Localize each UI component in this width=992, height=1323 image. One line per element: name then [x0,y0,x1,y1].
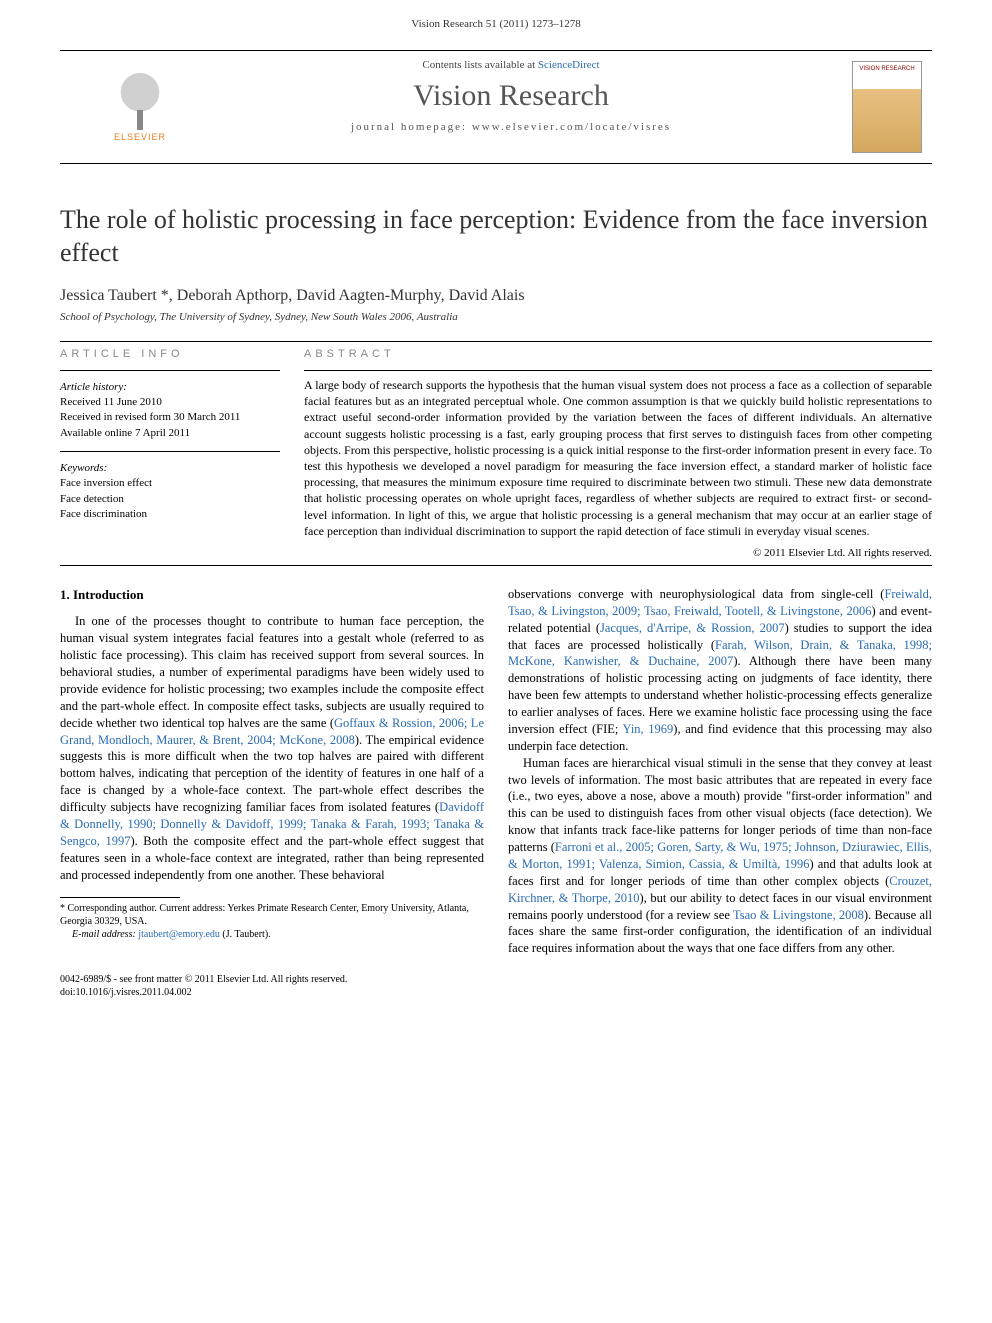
email-suffix: (J. Taubert). [220,929,271,940]
section-divider [60,341,932,342]
author-email-link[interactable]: jtaubert@emory.edu [138,929,220,940]
page-footer: 0042-6989/$ - see front matter © 2011 El… [60,973,932,999]
email-label: E-mail address: [72,929,138,940]
body-paragraph: observations converge with neurophysiolo… [508,586,932,755]
journal-cover-thumbnail: VISION RESEARCH [852,61,922,153]
homepage-url: www.elsevier.com/locate/visres [472,121,671,133]
abstract-divider [304,370,932,371]
abstract-heading: ABSTRACT [304,348,932,360]
keyword-1: Face inversion effect [60,476,280,491]
journal-title: Vision Research [180,79,842,113]
contents-prefix: Contents lists available at [422,59,537,71]
citation-text: Vision Research 51 (2011) 1273–1278 [411,18,580,30]
publisher-logo-block: ELSEVIER [60,51,180,163]
contents-available-line: Contents lists available at ScienceDirec… [180,59,842,71]
body-text: observations converge with neurophysiolo… [508,587,884,601]
cover-thumbnail-block: VISION RESEARCH [842,51,932,163]
doi-line: doi:10.1016/j.visres.2011.04.002 [60,986,932,999]
journal-homepage-line: journal homepage: www.elsevier.com/locat… [180,121,842,133]
info-divider [60,370,280,371]
homepage-prefix: journal homepage: [351,121,472,133]
abstract-text: A large body of research supports the hy… [304,377,932,539]
elsevier-tree-icon [111,72,169,130]
elsevier-logo: ELSEVIER [100,67,180,147]
history-label: Article history: [60,381,280,393]
citation-link[interactable]: Tsao & Livingstone, 2008 [733,908,864,922]
author-list: Jessica Taubert *, Deborah Apthorp, Davi… [60,287,932,305]
masthead: ELSEVIER Contents lists available at Sci… [60,50,932,164]
affiliation: School of Psychology, The University of … [60,311,932,323]
article-title: The role of holistic processing in face … [60,204,932,269]
body-paragraph: In one of the processes thought to contr… [60,613,484,883]
cover-label: VISION RESEARCH [859,66,914,72]
body-paragraph: Human faces are hierarchical visual stim… [508,755,932,958]
body-column-left: 1. Introduction In one of the processes … [60,586,484,957]
section-divider-2 [60,565,932,566]
corresponding-author-note: * Corresponding author. Current address:… [60,902,484,928]
body-text: In one of the processes thought to contr… [60,614,484,729]
masthead-center: Contents lists available at ScienceDirec… [180,51,842,163]
running-header: Vision Research 51 (2011) 1273–1278 [0,0,992,38]
abstract-copyright: © 2011 Elsevier Ltd. All rights reserved… [304,547,932,559]
footnote-rule [60,897,180,898]
keyword-3: Face discrimination [60,507,280,522]
citation-link[interactable]: Jacques, d'Arripe, & Rossion, 2007 [600,621,785,635]
keyword-2: Face detection [60,492,280,507]
abstract-column: ABSTRACT A large body of research suppor… [304,348,932,559]
received-date: Received 11 June 2010 [60,395,280,410]
body-columns: 1. Introduction In one of the processes … [60,586,932,957]
online-date: Available online 7 April 2011 [60,426,280,441]
article-info-column: ARTICLE INFO Article history: Received 1… [60,348,280,559]
info-abstract-row: ARTICLE INFO Article history: Received 1… [60,348,932,559]
citation-link[interactable]: Yin, 1969 [623,722,674,736]
info-divider-2 [60,451,280,452]
body-column-right: observations converge with neurophysiolo… [508,586,932,957]
section-1-heading: 1. Introduction [60,586,484,604]
article-info-heading: ARTICLE INFO [60,348,280,360]
front-matter-line: 0042-6989/$ - see front matter © 2011 El… [60,973,932,986]
sciencedirect-link[interactable]: ScienceDirect [538,59,600,71]
keywords-label: Keywords: [60,462,280,474]
email-line: E-mail address: jtaubert@emory.edu (J. T… [60,928,484,941]
revised-date: Received in revised form 30 March 2011 [60,410,280,425]
publisher-name: ELSEVIER [114,132,166,142]
